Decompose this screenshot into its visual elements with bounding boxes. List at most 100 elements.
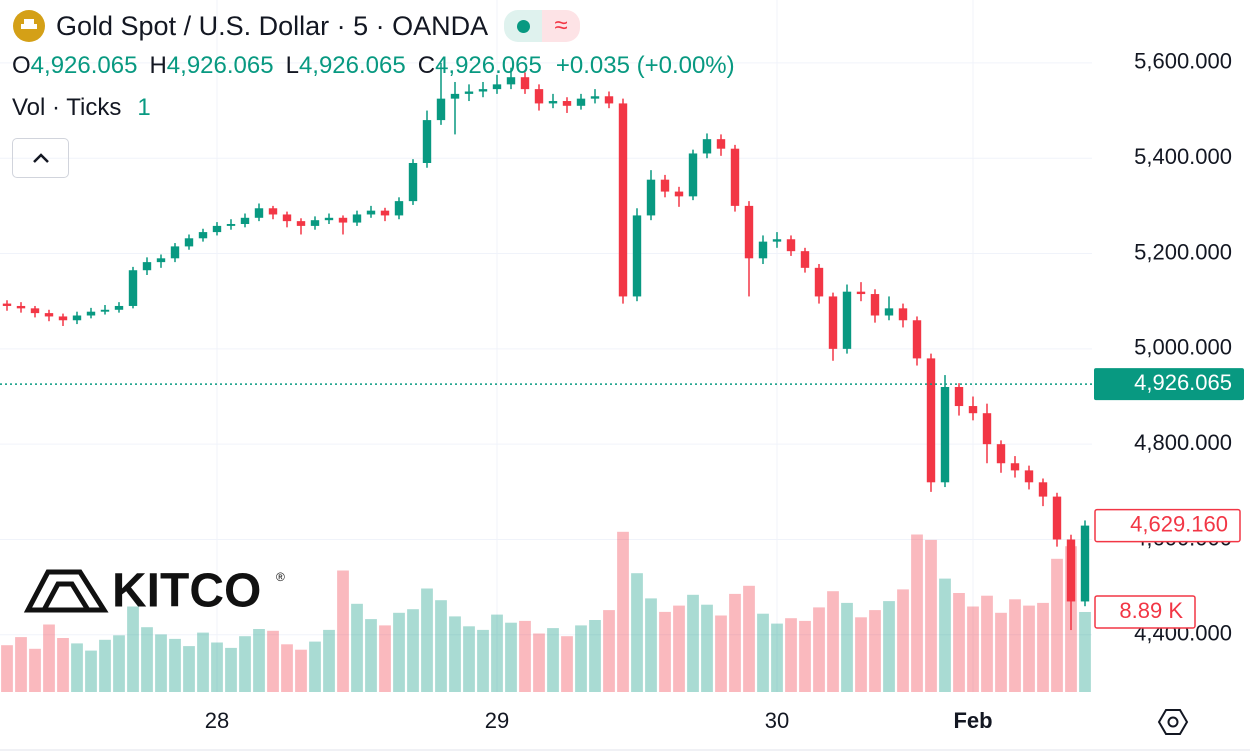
- volume-bar: [827, 591, 839, 692]
- volume-bar: [323, 629, 335, 692]
- volume-bar: [267, 630, 279, 692]
- volume-bar: [505, 622, 517, 692]
- candle-body: [702, 139, 712, 154]
- volume-bar: [1079, 611, 1091, 692]
- candle-body: [1052, 496, 1062, 540]
- candle-body: [310, 220, 320, 226]
- candle-body: [744, 205, 754, 259]
- x-tick-label: Feb: [953, 708, 992, 733]
- y-tick-label: 5,000.000: [1134, 335, 1232, 360]
- candle-body: [674, 191, 684, 197]
- volume-bar: [799, 620, 811, 692]
- collapse-button[interactable]: [12, 138, 69, 178]
- candle-body: [590, 96, 600, 99]
- volume-bar: [785, 618, 797, 692]
- candle-body: [576, 98, 586, 106]
- candle-body: [254, 208, 264, 218]
- volume-bar: [85, 650, 97, 692]
- volume-bar: [967, 606, 979, 692]
- candle-body: [128, 270, 138, 306]
- market-open: [504, 10, 543, 42]
- price-line-box: [1094, 368, 1244, 401]
- change: +0.035 (+0.00%): [555, 52, 735, 79]
- candle-body: [282, 214, 292, 222]
- volume-bar: [449, 616, 461, 692]
- candle-body: [240, 217, 250, 224]
- volume-bar: [71, 643, 83, 692]
- volume-bar: [379, 625, 391, 692]
- ohlc-key: O: [12, 52, 31, 79]
- volume-setting: 1: [137, 94, 151, 121]
- volume-bar: [337, 570, 349, 692]
- candle-body: [870, 294, 880, 316]
- delayed-icon: ≈: [542, 10, 581, 42]
- volume-bar: [883, 601, 895, 692]
- settings-hex: [1157, 709, 1189, 735]
- last-price-label: 4,629.160: [1130, 511, 1228, 536]
- candle-body: [86, 311, 96, 316]
- candle-body: [814, 267, 824, 297]
- candle-body: [800, 251, 810, 268]
- volume-pane: [1, 531, 1091, 692]
- volume-bar: [393, 612, 405, 692]
- volume-bar: [687, 594, 699, 692]
- volume-bar: [435, 600, 447, 692]
- settings-icon[interactable]: [1157, 709, 1189, 735]
- candle-body: [478, 89, 488, 92]
- title: Gold Spot / U.S. Dollar · 5 · OANDA: [56, 10, 489, 41]
- candle-body: [926, 358, 936, 483]
- candle-body: [184, 238, 194, 247]
- volume-bar: [729, 593, 741, 692]
- ohlc-value: 4,926.065: [30, 52, 138, 79]
- volume-bar: [1037, 602, 1049, 692]
- volume-bar: [1051, 558, 1063, 692]
- candles: [0, 62, 1092, 631]
- volume-bar: [15, 637, 27, 692]
- candle-body: [758, 241, 768, 259]
- price-line-label: 4,926.065: [1134, 370, 1232, 395]
- volume-bar: [127, 606, 139, 692]
- candle-body: [968, 406, 978, 414]
- x-tick-label: 30: [765, 708, 789, 733]
- candle-body: [422, 120, 432, 163]
- volume-bar: [1023, 605, 1035, 692]
- candle-body: [884, 308, 894, 316]
- volume-bar: [1, 645, 13, 692]
- candle-body: [632, 215, 642, 297]
- candle-body: [226, 223, 236, 226]
- ohlc-value: 4,926.065: [435, 52, 542, 79]
- logo-mark: [23, 569, 109, 613]
- candle-body: [716, 139, 726, 149]
- price-axis: 4,400.0004,600.0004,800.0005,000.0005,20…: [205, 49, 1244, 733]
- candle-body: [366, 210, 376, 215]
- volume-bar: [673, 605, 685, 692]
- candle-body: [58, 316, 68, 321]
- ohlc-value: 4,926.065: [166, 52, 274, 79]
- candle-body: [156, 258, 166, 263]
- volume-bar: [281, 644, 293, 692]
- volume-bar: [869, 610, 881, 692]
- volume-bar: [841, 602, 853, 692]
- ohlc-row: O 4,926.065 H 4,926.065 L 4,926.065 C 4,926.065…: [12, 46, 735, 86]
- candle-body: [856, 291, 866, 295]
- volume-bar: [169, 638, 181, 692]
- candle-body: [828, 296, 838, 349]
- volume-bar: [351, 603, 363, 692]
- status-pill[interactable]: ≈: [504, 10, 581, 42]
- candle-body: [170, 246, 180, 259]
- grid: [0, 0, 1092, 692]
- ohlc-value: 4,926.065: [298, 52, 406, 79]
- candle-body: [352, 214, 362, 223]
- last-price-box: [1094, 508, 1241, 543]
- candle-body: [940, 386, 950, 483]
- volume-bar: [659, 611, 671, 692]
- candle-body: [268, 208, 278, 215]
- y-tick-label: 4,800.000: [1134, 430, 1232, 455]
- volume-bar: [603, 610, 615, 692]
- volume-bar: [757, 613, 769, 692]
- candle-body: [1080, 525, 1090, 602]
- candle-body: [100, 309, 110, 312]
- volume-bar: [155, 634, 167, 692]
